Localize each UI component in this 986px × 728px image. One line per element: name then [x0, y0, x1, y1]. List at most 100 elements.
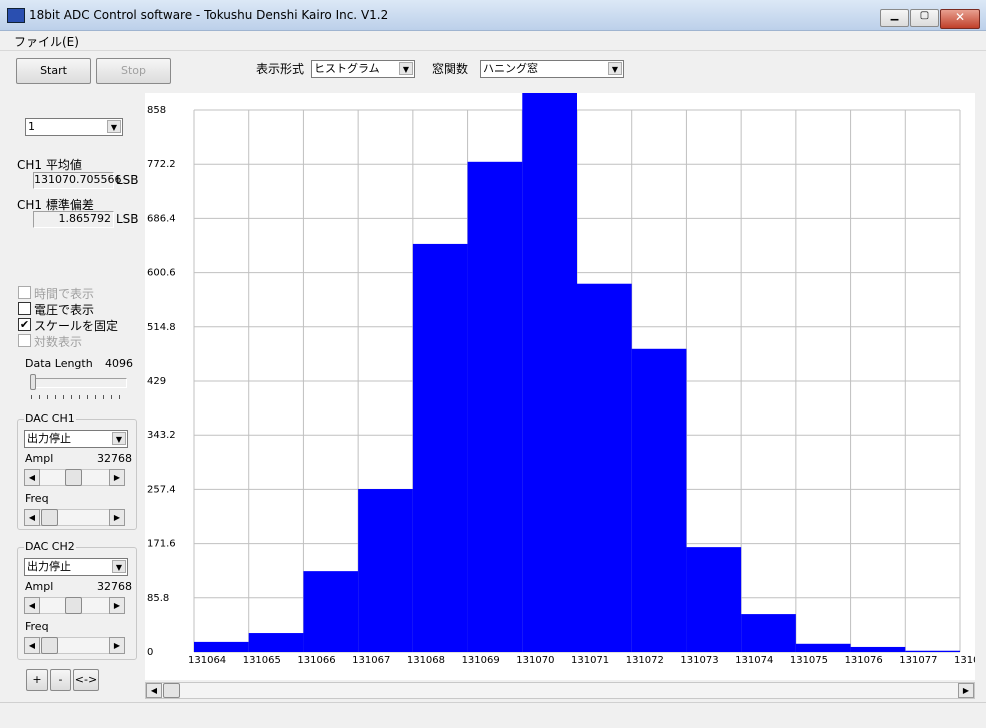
checkbox[interactable] [18, 302, 31, 315]
mean-value: 131070.705566 [33, 172, 121, 189]
panel-button[interactable]: + [26, 669, 48, 691]
histogram-bar [631, 348, 687, 652]
histogram-bar [248, 633, 304, 652]
data-length-value: 4096 [105, 357, 133, 370]
start-button[interactable]: Start [16, 58, 91, 84]
x-tick-label: 131070 [516, 655, 554, 666]
std-label: CH1 標準偏差 [17, 198, 94, 212]
histogram-bar [850, 646, 906, 652]
freq-label: Freq [25, 492, 49, 505]
scroll-thumb[interactable] [65, 597, 82, 614]
freq-label: Freq [25, 620, 49, 633]
chart-area: 0 85.8 171.6 257.4 343.2 429 514.8 600.6 686.4 77… [145, 93, 975, 680]
stop-button[interactable]: Stop [96, 58, 171, 84]
close-button[interactable]: ✕ [940, 9, 980, 29]
scroll-right[interactable]: ▶ [958, 683, 974, 698]
histogram-bar [522, 93, 577, 653]
menu-file[interactable]: ファイル(E) [14, 35, 79, 49]
x-tick-label: 131064 [188, 655, 226, 666]
y-tick-label: 858 [147, 105, 166, 116]
histogram-bar [741, 614, 796, 652]
scroll-thumb[interactable] [41, 509, 58, 526]
histogram-bar [686, 547, 742, 652]
scroll-left[interactable]: ◀ [24, 637, 40, 654]
x-tick-label: 131069 [462, 655, 500, 666]
scroll-thumb[interactable] [41, 637, 58, 654]
y-tick-label: 772.2 [147, 159, 176, 170]
title-bar: 18bit ADC Control software - Tokushu Den… [0, 0, 986, 31]
scroll-right[interactable]: ▶ [109, 637, 125, 654]
window-label: 窓関数 [432, 62, 469, 76]
x-tick-label: 131071 [571, 655, 609, 666]
checkbox-label: スケールを固定 [34, 319, 119, 333]
status-bar [0, 702, 986, 728]
dac-group [17, 547, 137, 660]
scroll-right[interactable]: ▶ [109, 509, 125, 526]
slider-thumb[interactable] [30, 374, 36, 390]
dac-mode-select[interactable]: 出力停止 [24, 558, 128, 576]
x-tick-label: 131076 [845, 655, 883, 666]
channel-select[interactable]: 1 [25, 118, 123, 136]
ampl-value: 32768 [97, 580, 132, 593]
x-tick-label: 131072 [626, 655, 664, 666]
dac-group-title: DAC CH1 [24, 412, 76, 425]
scroll-thumb[interactable] [65, 469, 82, 486]
histogram-bar [905, 650, 960, 652]
y-tick-label: 429 [147, 376, 166, 387]
scroll-left[interactable]: ◀ [24, 597, 40, 614]
y-tick-label: 257.4 [147, 484, 176, 495]
data-length-slider[interactable] [30, 378, 127, 388]
dac-mode-select[interactable]: 出力停止 [24, 430, 128, 448]
y-tick-label: 343.2 [147, 430, 176, 441]
scroll-left[interactable]: ◀ [24, 509, 40, 526]
scroll-thumb[interactable] [163, 683, 180, 698]
histogram-bar [795, 643, 851, 652]
scroll-left[interactable]: ◀ [146, 683, 162, 698]
checkbox[interactable] [18, 286, 31, 299]
histogram-bar [303, 571, 359, 652]
histogram-bar [194, 641, 249, 652]
histogram-bar [467, 161, 523, 652]
std-unit: LSB [116, 212, 139, 226]
panel-button[interactable]: <-> [73, 669, 99, 691]
histogram-bar [577, 283, 632, 652]
checkbox[interactable]: ✔ [18, 318, 31, 331]
checkbox-label: 時間で表示 [34, 287, 95, 301]
ampl-value: 32768 [97, 452, 132, 465]
x-tick-label: 131074 [735, 655, 773, 666]
display-label: 表示形式 [256, 62, 305, 76]
ampl-label: Ampl [25, 452, 54, 465]
histogram-bar [358, 489, 413, 652]
x-tick-label: 131078 [954, 655, 975, 666]
maximize-button[interactable]: ▢ [910, 9, 939, 27]
panel-button[interactable]: - [50, 669, 71, 691]
minimize-button[interactable]: ▁ [880, 9, 909, 27]
std-value: 1.865792 [33, 211, 114, 228]
dac-group-title: DAC CH2 [24, 540, 76, 553]
chart: 0 85.8 171.6 257.4 343.2 429 514.8 600.6 686.4 77… [147, 93, 975, 666]
y-tick-label: 600.6 [147, 268, 176, 279]
menu-bar: ファイル(E) [0, 31, 986, 51]
app-icon [7, 8, 25, 23]
y-tick-label: 85.8 [147, 593, 169, 604]
checkbox-label: 電圧で表示 [34, 303, 95, 317]
ampl-label: Ampl [25, 580, 54, 593]
scroll-left[interactable]: ◀ [24, 469, 40, 486]
checkbox[interactable] [18, 334, 31, 347]
window-select[interactable]: ハニング窓 [480, 60, 624, 78]
scroll-right[interactable]: ▶ [109, 597, 125, 614]
display-select[interactable]: ヒストグラム [311, 60, 415, 78]
scroll-right[interactable]: ▶ [109, 469, 125, 486]
y-tick-label: 686.4 [147, 213, 176, 224]
y-tick-label: 0 [147, 647, 153, 658]
x-tick-label: 131067 [352, 655, 390, 666]
data-length-label: Data Length [25, 357, 93, 370]
x-tick-label: 131073 [680, 655, 718, 666]
x-tick-label: 131077 [899, 655, 937, 666]
x-tick-label: 131068 [407, 655, 445, 666]
x-tick-label: 131066 [297, 655, 335, 666]
chart-scrollbar[interactable]: ◀ ▶ [145, 682, 975, 699]
mean-unit: LSB [116, 173, 139, 187]
x-tick-label: 131065 [243, 655, 281, 666]
